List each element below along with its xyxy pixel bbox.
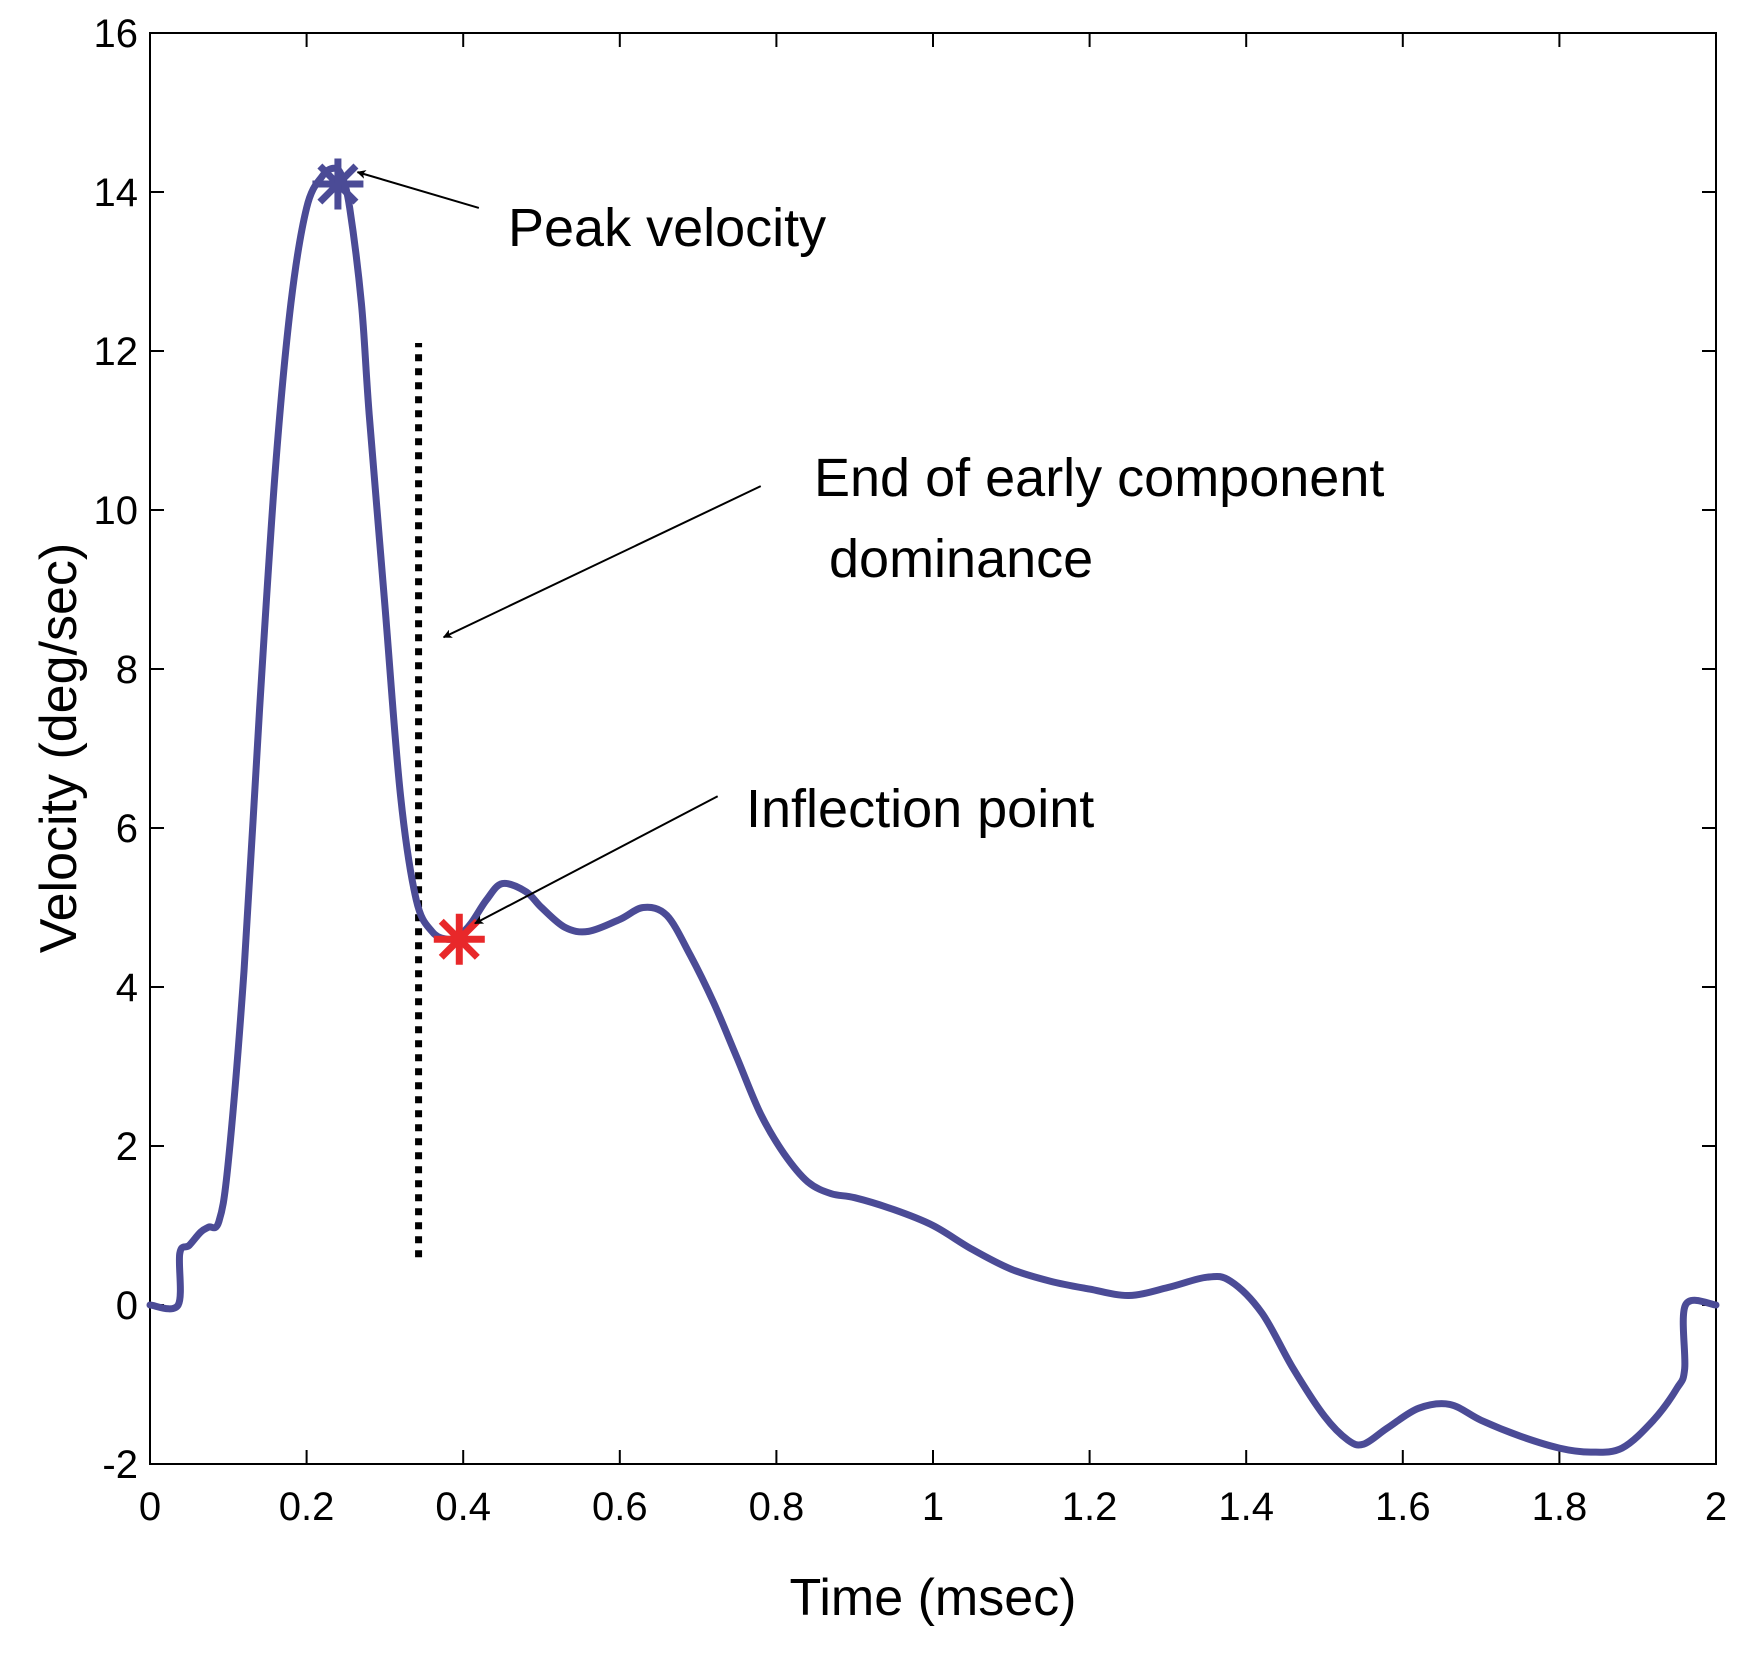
x-tick-label: 1.4 bbox=[1218, 1485, 1274, 1529]
y-tick-label: 16 bbox=[94, 12, 139, 56]
inflection-point-marker bbox=[433, 913, 485, 965]
y-tick-label: -2 bbox=[102, 1443, 138, 1487]
y-axis-title: Velocity (deg/sec) bbox=[30, 543, 88, 953]
early-component-end-arrow bbox=[442, 485, 762, 639]
velocity-trace bbox=[146, 164, 1720, 1456]
peak-velocity-arrow bbox=[356, 170, 480, 209]
markers bbox=[312, 158, 485, 965]
y-tick-label: 10 bbox=[94, 489, 139, 533]
inflection-point-arrow bbox=[474, 795, 719, 925]
y-tick-label: 2 bbox=[116, 1125, 138, 1169]
x-tick-label: 2 bbox=[1705, 1485, 1727, 1529]
peak-velocity-label-line: Peak velocity bbox=[508, 198, 826, 258]
x-tick-label: 0 bbox=[139, 1485, 161, 1529]
x-tick-label: 1 bbox=[922, 1485, 944, 1529]
marker-stroke bbox=[317, 163, 359, 205]
axis-ticks: 0 0.2 0.4 0.6 0.8 1 1.2 1.4 1.6 1.8 2-202468101214… bbox=[94, 12, 1728, 1529]
x-tick-label: 0.4 bbox=[435, 1485, 491, 1529]
x-tick-label: 1.2 bbox=[1062, 1485, 1118, 1529]
peak-velocity-label: Peak velocity bbox=[508, 198, 826, 258]
y-tick-label: 6 bbox=[116, 807, 138, 851]
x-tick-label: 0.8 bbox=[749, 1485, 805, 1529]
inflection-point-label-line: Inflection point bbox=[746, 779, 1094, 839]
inflection-point-label: Inflection point bbox=[746, 779, 1094, 839]
x-tick-label: 1.8 bbox=[1532, 1485, 1588, 1529]
marker-stroke bbox=[438, 918, 480, 960]
early-component-end-label-line: dominance bbox=[814, 529, 1093, 589]
annotations: Peak velocity End of early component domi… bbox=[356, 170, 1384, 925]
y-tick-label: 4 bbox=[116, 966, 138, 1010]
plot-frame bbox=[149, 32, 1717, 1465]
early-component-end-label-line: End of early component bbox=[814, 448, 1384, 508]
early-component-end-label: End of early component dominance bbox=[814, 448, 1384, 589]
y-tick-label: 8 bbox=[116, 648, 138, 692]
series-lines bbox=[146, 164, 1720, 1456]
y-tick-label: 12 bbox=[94, 330, 139, 374]
peak-velocity-marker bbox=[312, 158, 364, 210]
y-tick-label: 0 bbox=[116, 1284, 138, 1328]
x-tick-label: 0.6 bbox=[592, 1485, 648, 1529]
y-tick-label: 14 bbox=[94, 171, 139, 215]
x-axis-title: Time (msec) bbox=[790, 1569, 1077, 1627]
x-tick-label: 0.2 bbox=[279, 1485, 335, 1529]
x-tick-label: 1.6 bbox=[1375, 1485, 1431, 1529]
